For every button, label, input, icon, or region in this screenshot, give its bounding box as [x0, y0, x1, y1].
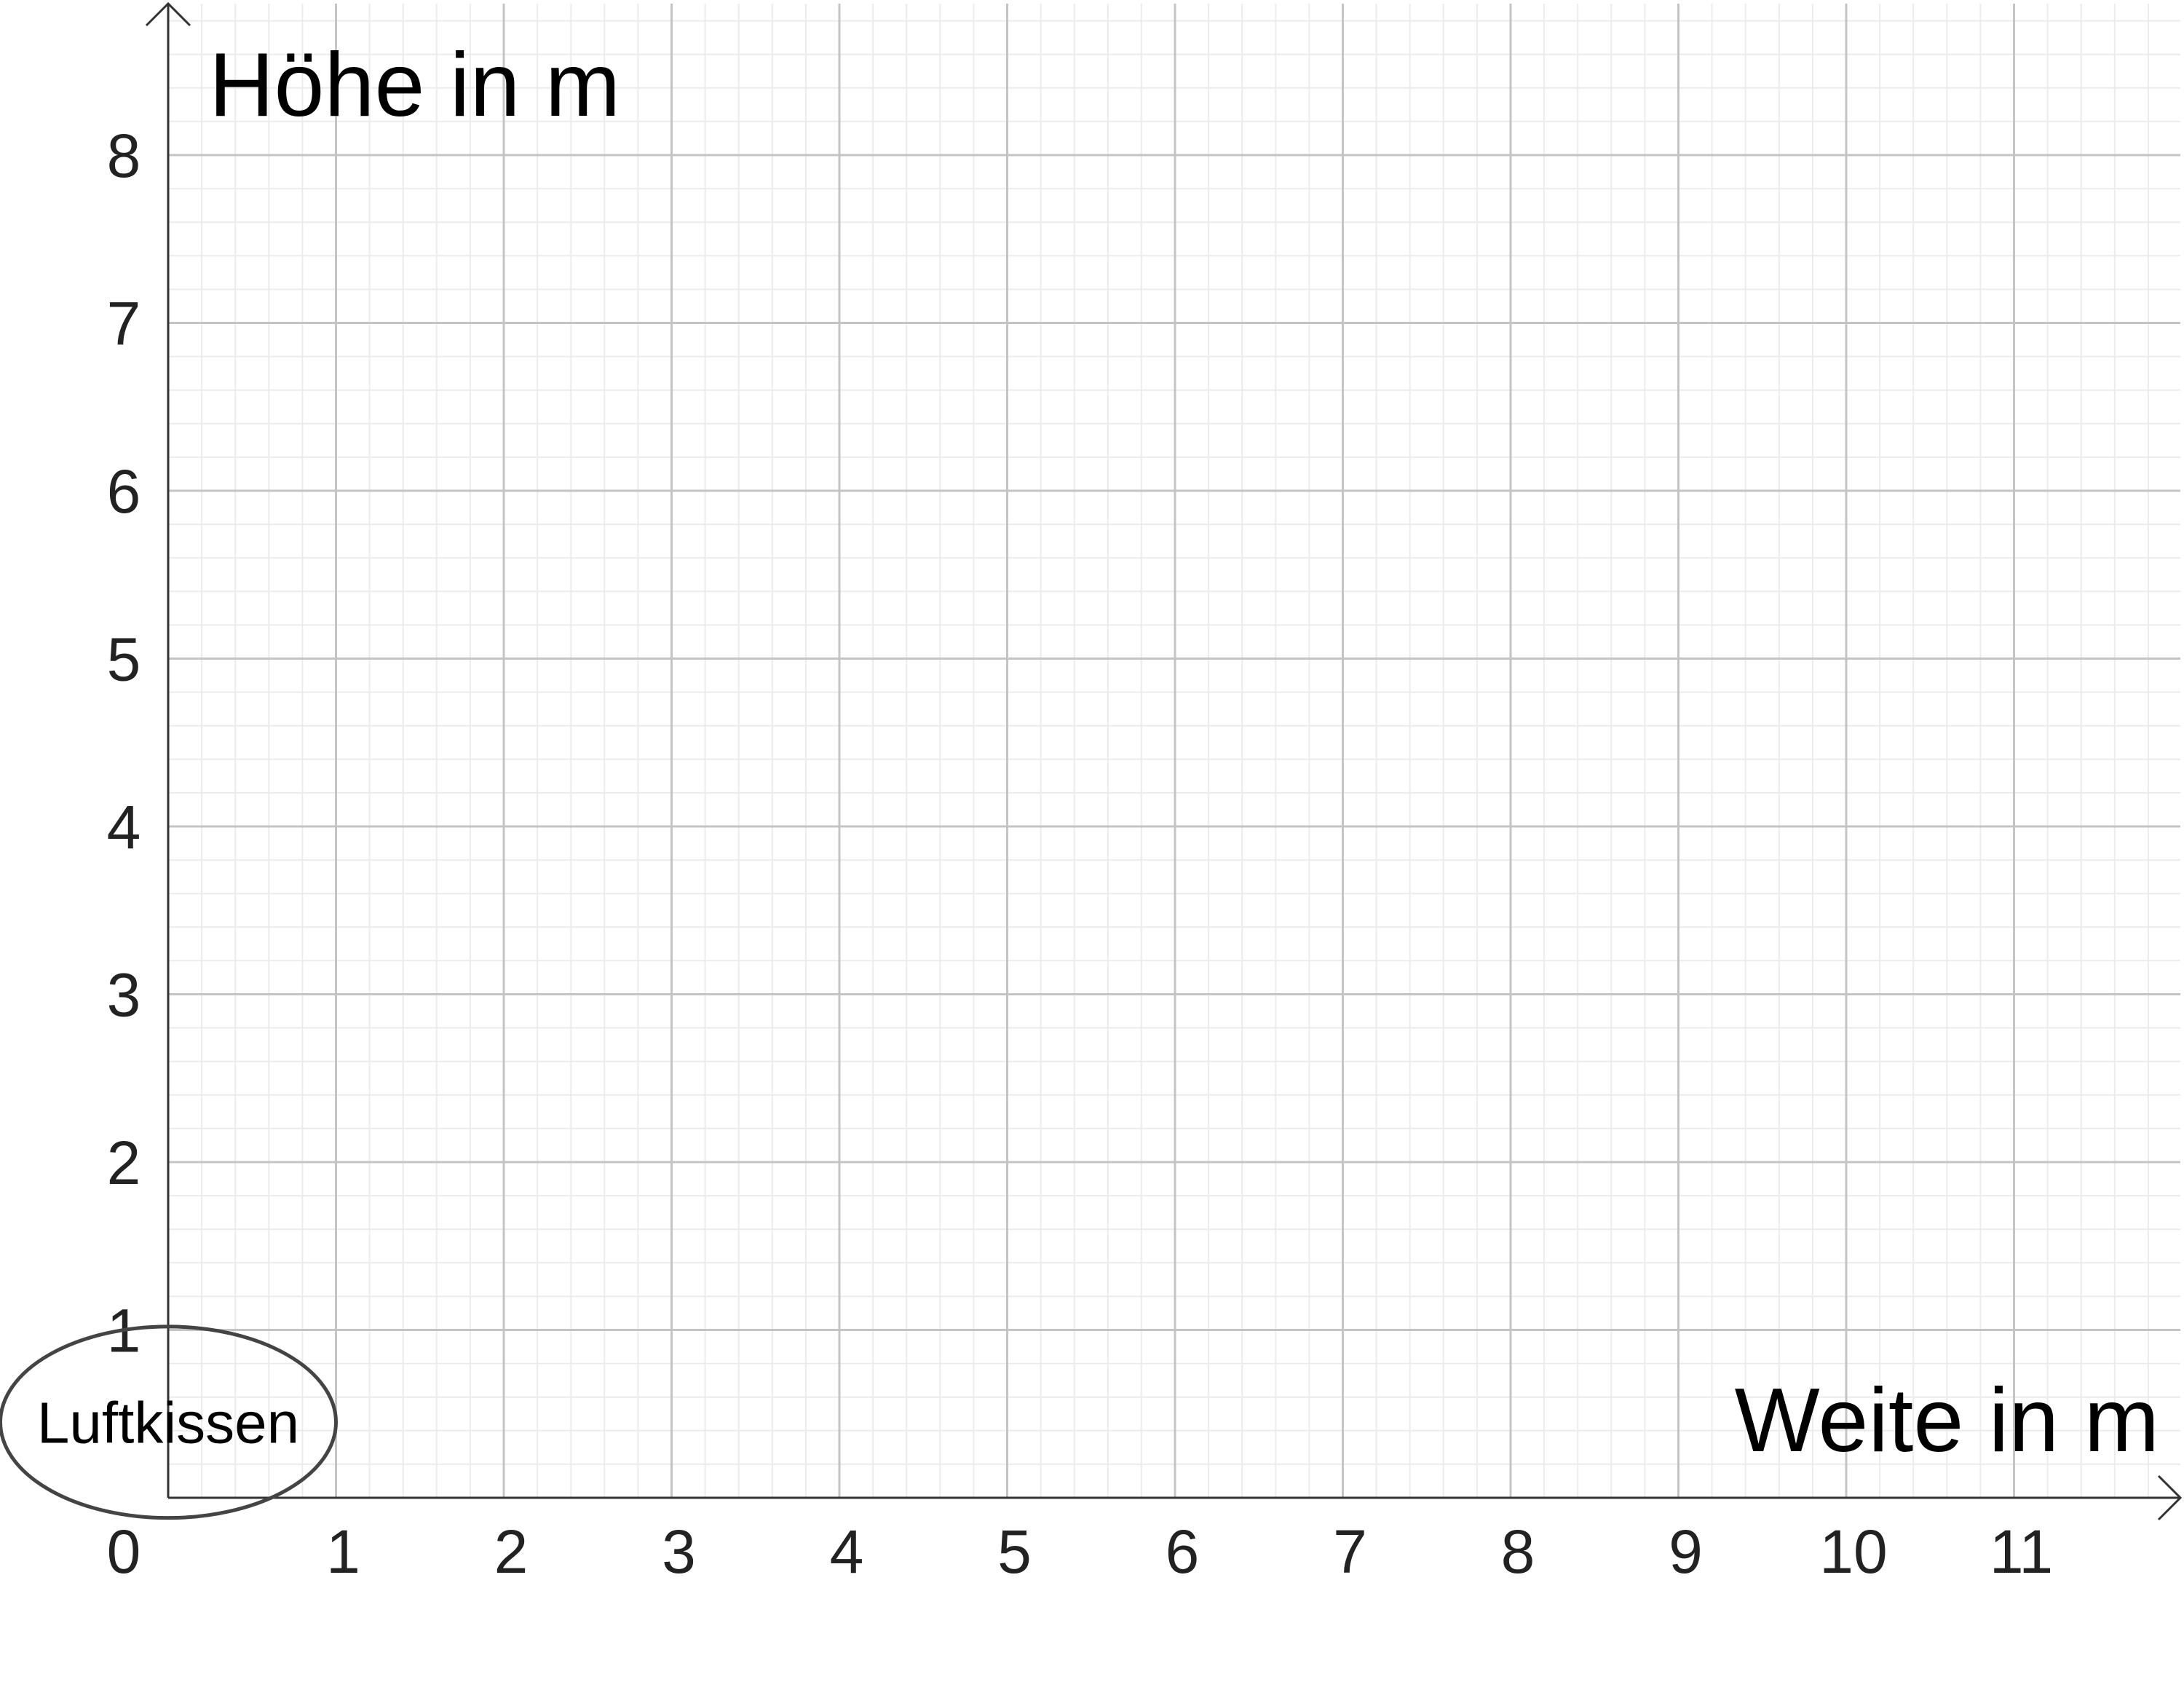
x-tick-label: 0 [107, 1517, 141, 1586]
y-axis-title: Höhe in m [209, 35, 620, 135]
y-tick-label: 6 [107, 457, 141, 526]
y-tick-label: 5 [107, 625, 141, 694]
luftkissen-ellipse [0, 1324, 338, 1520]
x-tick-label: 4 [830, 1517, 864, 1586]
x-tick-label: 2 [494, 1517, 529, 1586]
x-tick-label: 5 [997, 1517, 1032, 1586]
x-tick-label: 7 [1333, 1517, 1367, 1586]
major-grid [168, 4, 2180, 1498]
y-tick-label: 2 [107, 1129, 141, 1197]
y-tick-label: 3 [107, 961, 141, 1030]
x-axis-arrow [2157, 1474, 2183, 1521]
x-tick-label: 6 [1166, 1517, 1200, 1586]
luftkissen-label: Luftkissen [37, 1390, 299, 1455]
y-tick-label: 7 [107, 290, 141, 358]
x-tick-label: 8 [1501, 1517, 1535, 1586]
x-tick-label: 10 [1819, 1517, 1887, 1586]
x-axis-title: Weite in m [1735, 1370, 2159, 1471]
annotations: Luftkissen [0, 1324, 338, 1520]
x-tick-label: 11 [1990, 1517, 2053, 1586]
y-tick-label: 8 [107, 122, 141, 190]
y-axis-arrow [145, 1, 191, 27]
x-tick-label: 1 [326, 1517, 360, 1586]
x-tick-label: 3 [662, 1517, 696, 1586]
x-tick-label: 9 [1669, 1517, 1703, 1586]
y-tick-label: 4 [107, 793, 141, 861]
axes [145, 1, 2183, 1521]
